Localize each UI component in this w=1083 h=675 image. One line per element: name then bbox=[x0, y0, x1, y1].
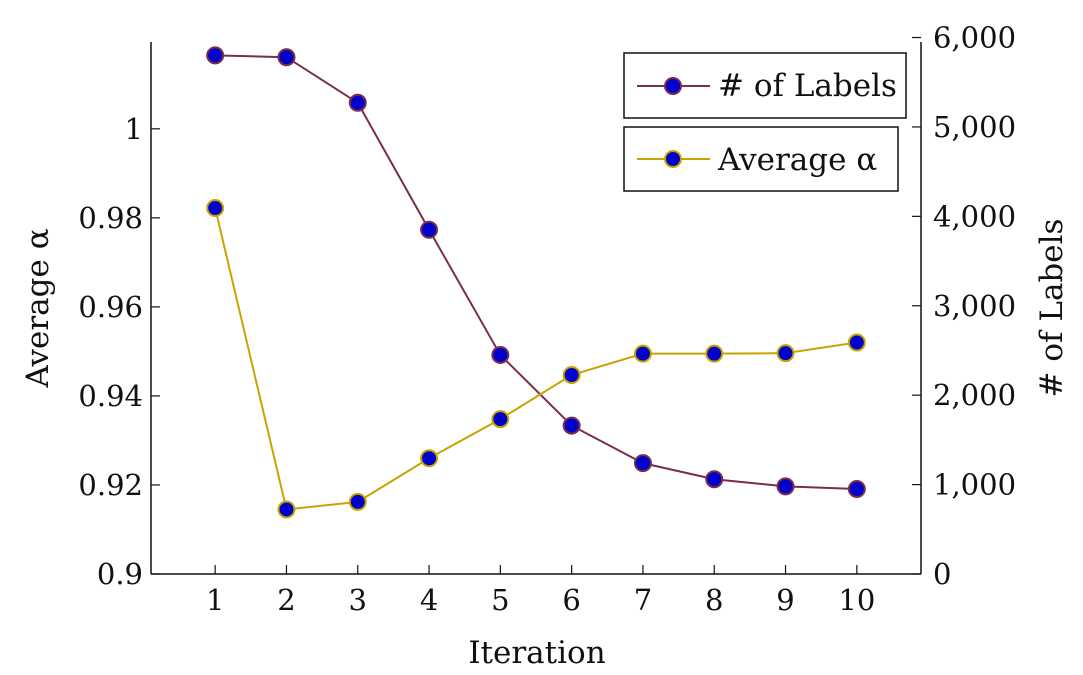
legend-marker-labels bbox=[664, 77, 682, 95]
data-point-average-alpha bbox=[277, 500, 296, 519]
y-tick-label: 0.92 bbox=[78, 468, 143, 502]
data-point-labels bbox=[491, 345, 510, 364]
legend-label-average-alpha: Average α bbox=[717, 142, 877, 178]
x-tick-label: 4 bbox=[420, 583, 438, 617]
x-tick-label: 10 bbox=[838, 583, 875, 617]
x-tick-label: 1 bbox=[206, 583, 224, 617]
data-point-labels bbox=[705, 470, 724, 489]
legend-marker-average-alpha bbox=[664, 150, 682, 168]
y2-tick-label: 2,000 bbox=[933, 378, 1016, 412]
y2-tick-label: 6,000 bbox=[933, 21, 1016, 55]
data-point-labels bbox=[420, 220, 439, 239]
legend: # of Labels Average α bbox=[623, 52, 907, 192]
data-point-labels bbox=[562, 416, 581, 435]
data-point-labels bbox=[277, 48, 296, 67]
data-point-average-alpha bbox=[705, 344, 724, 363]
data-point-average-alpha bbox=[633, 344, 652, 363]
legend-item-labels: # of Labels bbox=[623, 52, 907, 119]
x-tick-label: 9 bbox=[776, 583, 794, 617]
legend-item-average-alpha: Average α bbox=[623, 126, 899, 192]
y-tick-label: 0.98 bbox=[78, 201, 143, 235]
series-line-average-alpha bbox=[214, 207, 857, 511]
y2-tick-label: 0 bbox=[933, 557, 951, 591]
y-tick-label: 0.94 bbox=[78, 379, 143, 413]
x-tick-label: 6 bbox=[562, 583, 580, 617]
data-point-labels bbox=[206, 46, 225, 65]
x-axis-title: Iteration bbox=[468, 635, 605, 671]
series-line-labels bbox=[215, 54, 857, 491]
data-point-labels bbox=[633, 454, 652, 473]
y2-tick-label: 4,000 bbox=[933, 199, 1016, 233]
y-axis-title: Average α bbox=[20, 228, 56, 388]
x-tick-label: 7 bbox=[634, 583, 652, 617]
x-tick-label: 8 bbox=[705, 583, 723, 617]
legend-label-labels: # of Labels bbox=[718, 68, 897, 104]
right-y-axis-ticks: 0 1,000 2,000 3,000 4,000 5,000 6,000 bbox=[912, 21, 1016, 591]
y-tick-label: 0.96 bbox=[78, 290, 143, 324]
x-tick-label: 2 bbox=[277, 583, 295, 617]
data-point-average-alpha bbox=[491, 410, 510, 429]
data-point-average-alpha bbox=[776, 344, 795, 363]
data-point-labels bbox=[776, 477, 795, 496]
y2-tick-label: 1,000 bbox=[933, 468, 1016, 502]
x-axis-ticks: 1 2 3 4 5 6 7 8 9 10 bbox=[206, 565, 875, 617]
series-layer bbox=[206, 46, 866, 519]
data-point-average-alpha bbox=[420, 449, 439, 468]
y-tick-label: 1 bbox=[125, 112, 143, 146]
data-point-average-alpha bbox=[847, 333, 866, 352]
x-tick-label: 5 bbox=[491, 583, 509, 617]
y2-axis-title: # of Labels bbox=[1034, 219, 1070, 398]
y2-tick-label: 5,000 bbox=[933, 110, 1016, 144]
axes bbox=[150, 42, 922, 575]
data-point-average-alpha bbox=[348, 492, 367, 511]
legend-box-labels bbox=[623, 52, 907, 119]
y2-tick-label: 3,000 bbox=[933, 289, 1016, 323]
data-point-labels bbox=[348, 93, 367, 112]
x-tick-label: 3 bbox=[349, 583, 367, 617]
y-tick-label: 0.9 bbox=[97, 557, 143, 591]
data-point-average-alpha bbox=[562, 366, 581, 385]
left-y-axis-ticks: 0.9 0.92 0.94 0.96 0.98 1 bbox=[78, 112, 160, 591]
data-point-labels bbox=[847, 480, 866, 499]
data-point-average-alpha bbox=[206, 199, 225, 218]
